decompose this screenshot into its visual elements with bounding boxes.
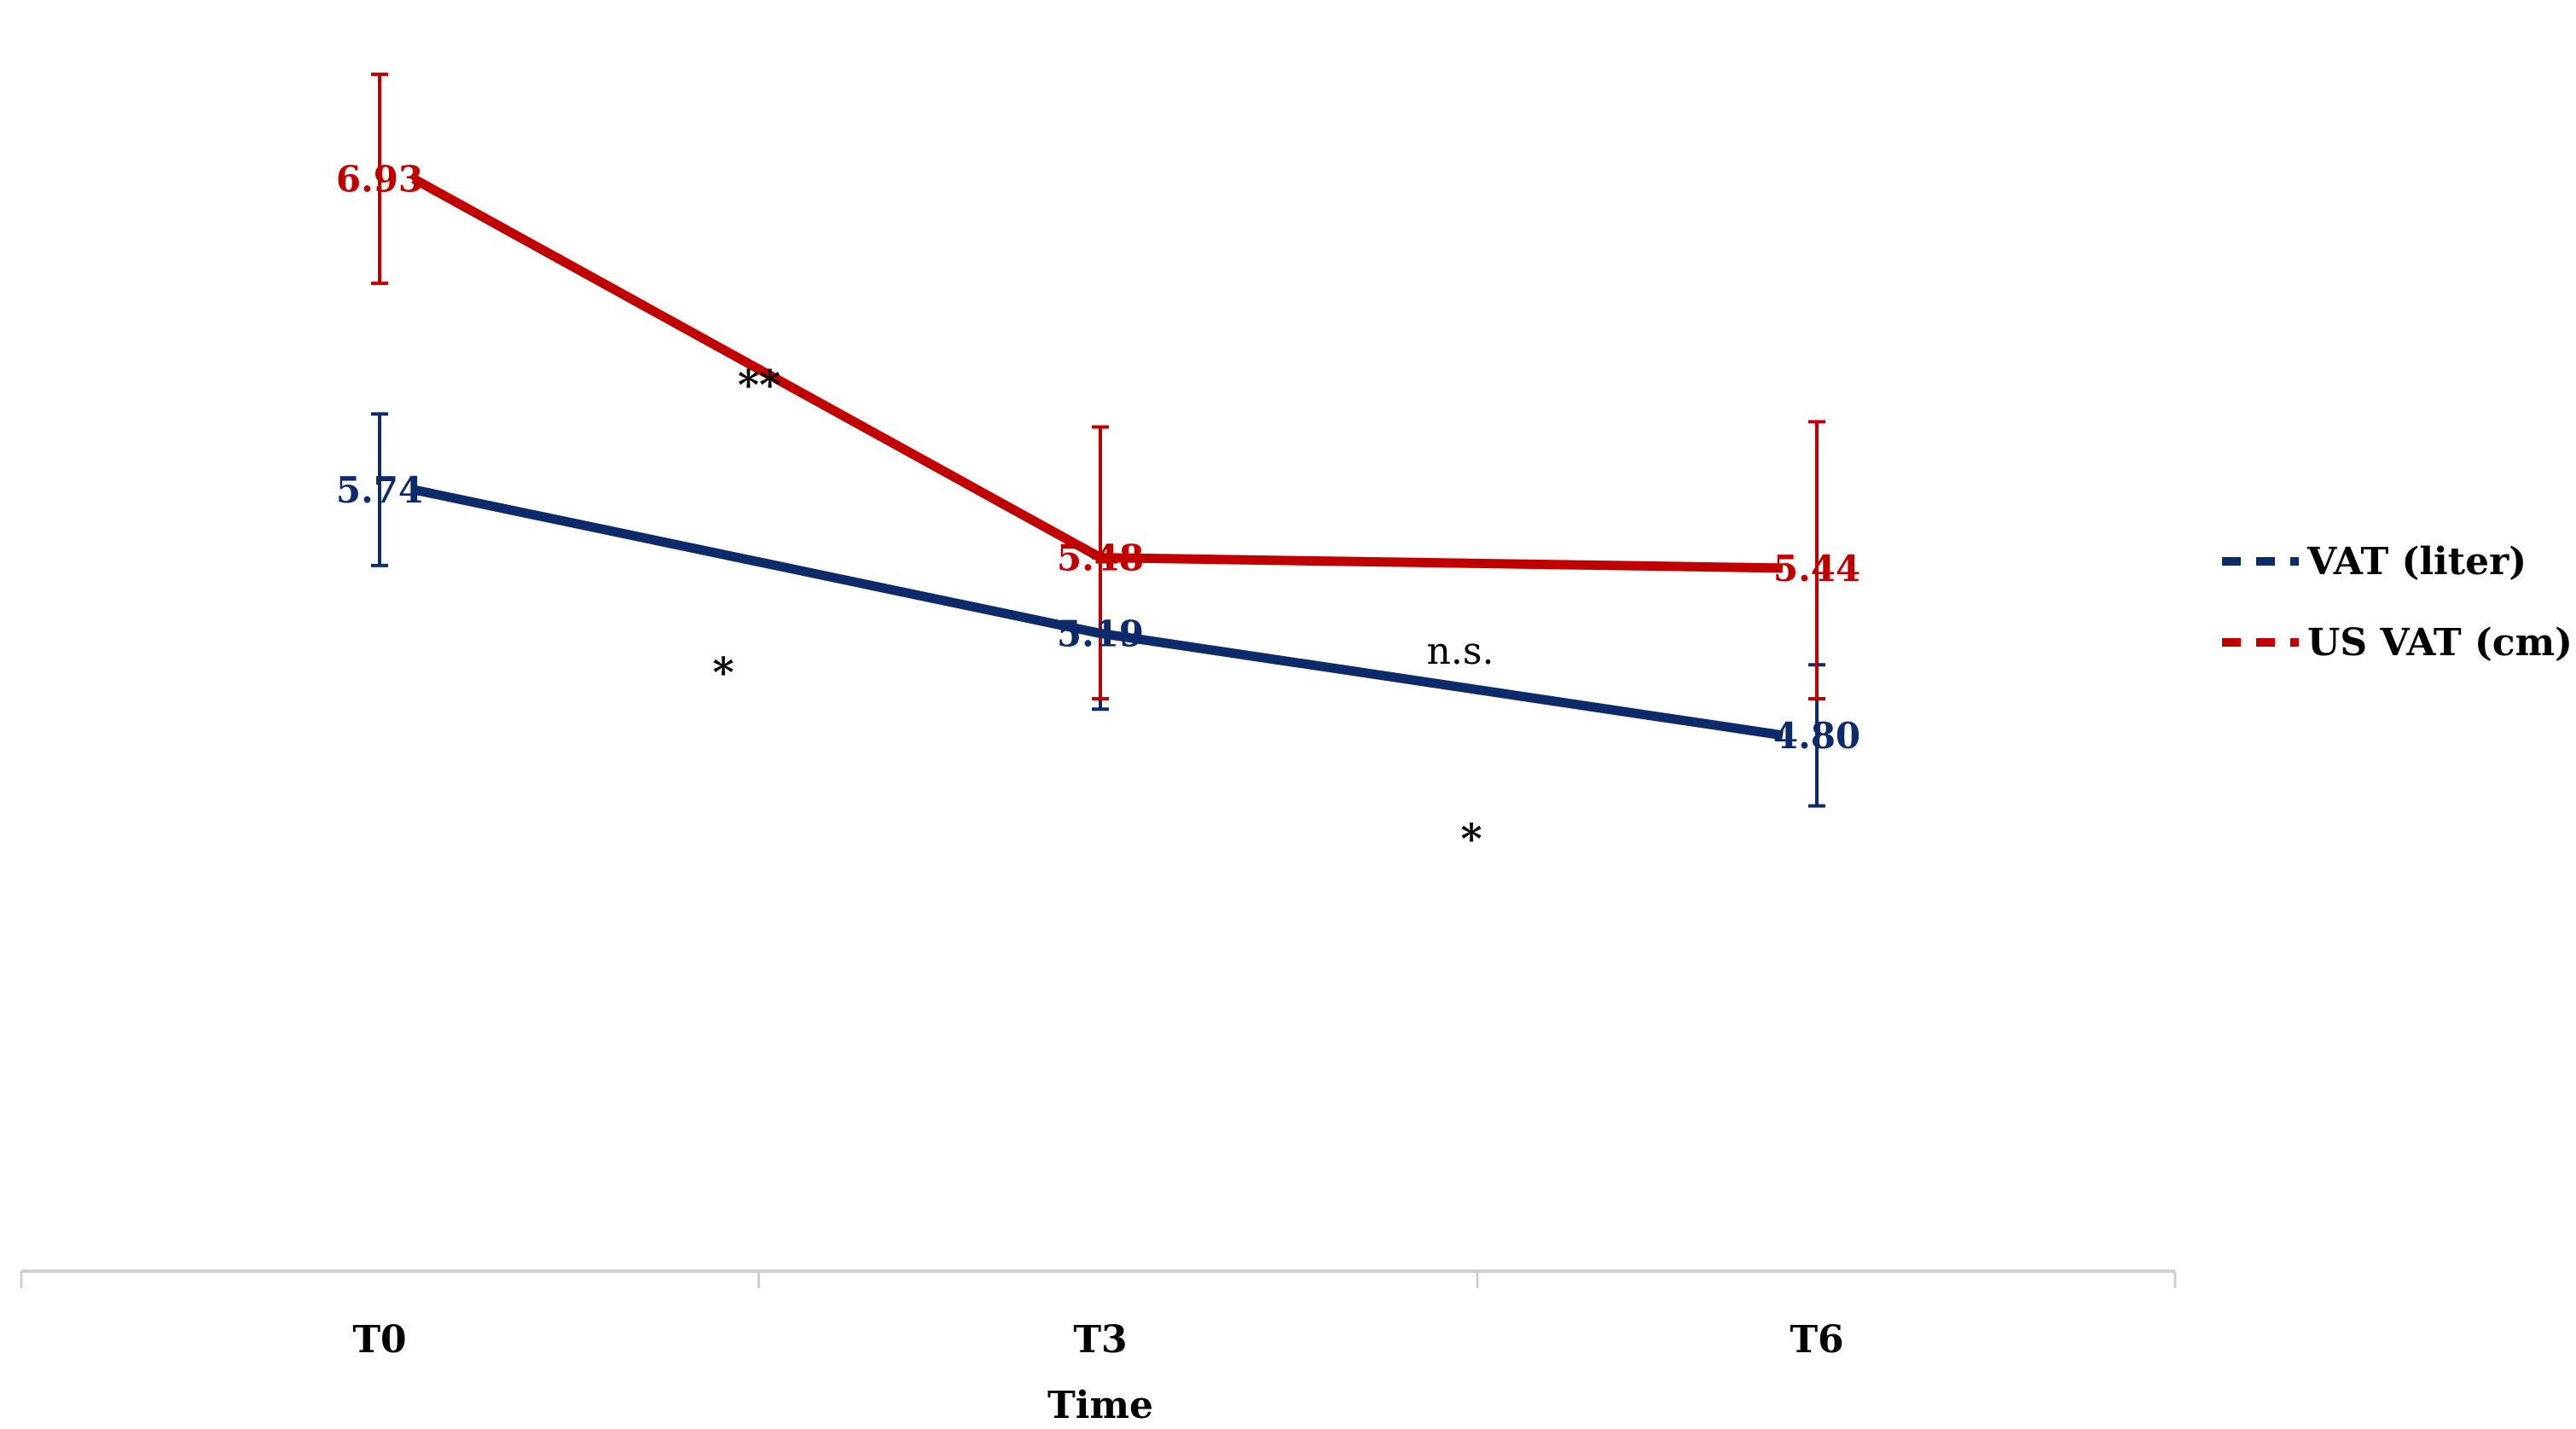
data-label: 5.19 xyxy=(1057,613,1144,654)
x-axis: T0 T3 T6 xyxy=(20,1269,2177,1362)
series-lines xyxy=(411,174,1784,741)
significance-label: ** xyxy=(738,362,780,410)
x-axis-title: Time xyxy=(1047,1384,1153,1427)
x-tick-label: T6 xyxy=(1790,1318,1843,1362)
error-bars xyxy=(371,73,1825,808)
data-label: 4.80 xyxy=(1773,715,1860,757)
significance-label: * xyxy=(712,649,734,697)
series-line xyxy=(411,174,1784,573)
significance-annotations: *** n.s.* xyxy=(712,362,1494,863)
x-tick-label: T3 xyxy=(1073,1318,1127,1362)
significance-label: n.s. xyxy=(1427,630,1494,673)
significance-label: * xyxy=(1460,816,1482,863)
data-label: 6.93 xyxy=(336,159,423,200)
legend: VAT (liter) US VAT (cm) xyxy=(2222,540,2573,665)
data-label: 5.74 xyxy=(336,469,423,511)
series-line xyxy=(412,485,1784,741)
data-label: 5.48 xyxy=(1057,537,1144,579)
legend-label: US VAT (cm) xyxy=(2307,621,2573,665)
data-labels: 5.74 5.19 4.80 6.93 5.48 5.44 xyxy=(336,159,1860,757)
legend-label: VAT (liter) xyxy=(2306,540,2527,584)
x-tick-label: T0 xyxy=(352,1318,406,1362)
data-label: 5.44 xyxy=(1773,548,1860,590)
